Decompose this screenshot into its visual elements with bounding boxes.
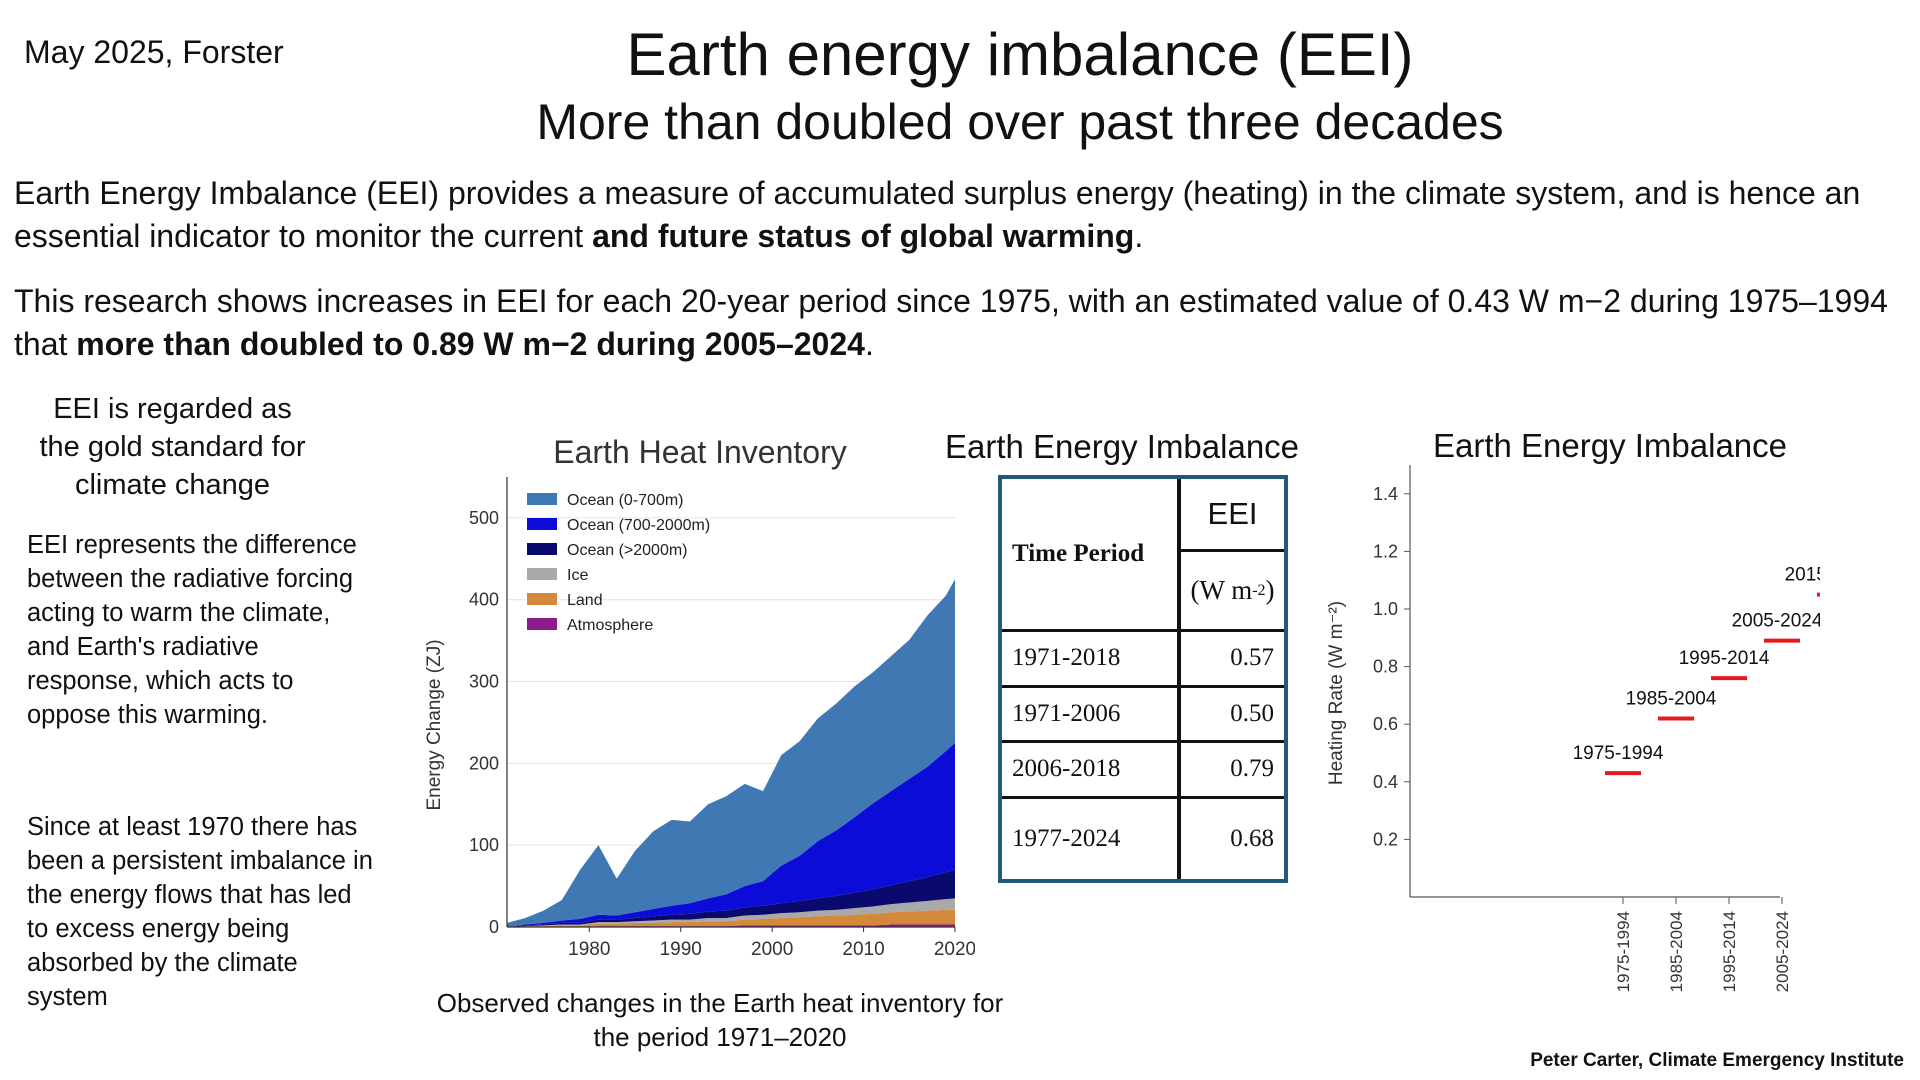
y-tick-label: 200	[469, 753, 499, 773]
y-tick-label: 1.0	[1373, 599, 1398, 619]
y-tick-label: 0.6	[1373, 714, 1398, 734]
intro-p2-end: .	[864, 326, 874, 362]
heat-inventory-chart: Earth Heat Inventory 0 100 200 300 400 500 198…	[424, 434, 975, 960]
persistent-imbalance-text: Since at least 1970 there has been a per…	[27, 813, 373, 1011]
legend-swatch	[527, 618, 557, 630]
row-period: 1971-2006	[1002, 684, 1181, 742]
legend-swatch	[527, 493, 557, 505]
eei-table-title: Earth Energy Imbalance	[945, 428, 1300, 465]
x-tick-label: 2020	[934, 939, 975, 960]
eei-chart-title: Earth Energy Imbalance	[1433, 427, 1787, 464]
eei-definition-text: EEI represents the difference between th…	[27, 531, 357, 729]
eei-period-label: 2005-2024	[1732, 611, 1820, 632]
intro-paragraph-2: This research shows increases in EEI for…	[14, 280, 1894, 366]
y-tick-label: 0.2	[1373, 829, 1398, 849]
y-tick-label: 0.4	[1373, 772, 1398, 792]
eei-period-label: 1995-2014	[1679, 648, 1770, 669]
legend-entry: Ocean (700-2000m)	[567, 517, 710, 534]
x-tick-label: 1980	[568, 939, 610, 960]
col-eei-unit: (W m -2)	[1181, 552, 1284, 629]
y-tick-label: 1.4	[1373, 484, 1398, 504]
x-tick-label: 2005-2024	[1773, 911, 1792, 992]
credit-line: Peter Carter, Climate Emergency Institut…	[1530, 1050, 1904, 1071]
y-tick-label: 500	[469, 508, 499, 528]
heat-inventory-ylabel: Energy Change (ZJ)	[424, 639, 445, 810]
y-tick-label: 300	[469, 672, 499, 692]
slide-title: Earth energy imbalance (EEI)	[626, 21, 1414, 88]
area-ice	[507, 898, 955, 927]
eei-chart-ylabel: Heating Rate (W m⁻²)	[1326, 601, 1347, 785]
intro-paragraph-1: Earth Energy Imbalance (EEI) provides a …	[14, 172, 1894, 258]
slide-subtitle: More than doubled over past three decade…	[536, 94, 1504, 150]
row-period: 2006-2018	[1002, 740, 1181, 797]
eei-period-label: 1975-1994	[1573, 743, 1664, 764]
x-tick-label: 2010	[842, 939, 884, 960]
legend-swatch	[527, 568, 557, 580]
col-eei: EEI	[1181, 479, 1284, 552]
legend-swatch	[527, 593, 557, 605]
row-value: 0.57	[1179, 629, 1284, 686]
x-tick-label: 1985-2004	[1667, 911, 1686, 992]
intro-p1-bold: and future status of global warming	[592, 218, 1135, 254]
y-tick-label: 0.8	[1373, 657, 1398, 677]
intro-p1-end: .	[1134, 218, 1144, 254]
table-row: 1971-2018 0.57	[1002, 629, 1284, 686]
row-period: 1977-2024	[1002, 795, 1181, 879]
heat-inventory-title: Earth Heat Inventory	[553, 434, 846, 470]
table-row: 1971-2006 0.50	[1002, 684, 1284, 742]
legend-entry: Land	[567, 592, 603, 609]
eei-table: Time Period EEI (W m -2) 1971-2018 0.57 1…	[998, 475, 1288, 883]
x-tick-label: 1975-1994	[1614, 911, 1633, 992]
eei-period-label: 1985-2004	[1626, 688, 1717, 709]
legend-entry: Atmosphere	[567, 617, 653, 634]
y-tick-label: 100	[469, 835, 499, 855]
col-time-period: Time Period	[1002, 479, 1181, 631]
x-tick-label: 2000	[751, 939, 793, 960]
intro-p1-text: Earth Energy Imbalance (EEI) provides a …	[14, 175, 1861, 254]
row-value: 0.79	[1179, 740, 1284, 797]
area-land	[507, 909, 955, 927]
area-ocean-2000m	[507, 869, 955, 927]
table-row: 1977-2024 0.68	[1002, 795, 1284, 879]
unit-sup: -2	[1252, 581, 1266, 599]
row-period: 1971-2018	[1002, 629, 1181, 686]
row-value: 0.68	[1179, 795, 1284, 879]
author-date: May 2025, Forster	[24, 34, 284, 70]
table-row: 2006-2018 0.79	[1002, 740, 1284, 797]
legend-entry: Ice	[567, 567, 588, 584]
row-value: 0.50	[1179, 684, 1284, 742]
area-ocean-700-2000m	[507, 742, 955, 927]
table-header-row: Time Period EEI (W m -2)	[1002, 479, 1284, 631]
eei-heating-rate-chart: Earth Energy Imbalance 0.2 0.4 0.6 0.8 1.0 1.…	[1326, 427, 1820, 992]
eei-period-label: 2015-2024	[1785, 565, 1820, 586]
x-tick-label: 1995-2014	[1720, 911, 1739, 992]
y-tick-label: 0	[489, 917, 499, 937]
area-ocean-0-700m	[507, 579, 955, 927]
y-tick-label: 1.2	[1373, 541, 1398, 561]
legend-entry: Ocean (0-700m)	[567, 492, 684, 509]
y-tick-label: 400	[469, 590, 499, 610]
x-tick-label: 1990	[660, 939, 702, 960]
unit-end: )	[1265, 575, 1275, 605]
legend-swatch	[527, 543, 557, 555]
figure-caption: Observed changes in the Earth heat inven…	[436, 988, 1004, 1052]
intro-p2-text: This research shows increases in EEI for…	[14, 283, 1888, 362]
legend-entry: Ocean (>2000m)	[567, 542, 688, 559]
gold-standard-note: EEI is regarded as the gold standard for…	[39, 393, 306, 501]
area-atmosphere	[507, 924, 955, 927]
unit-text: (W m	[1190, 575, 1253, 605]
intro-p2-bold: more than doubled to 0.89 W m−2 during 2…	[76, 326, 865, 362]
legend-swatch	[527, 518, 557, 530]
